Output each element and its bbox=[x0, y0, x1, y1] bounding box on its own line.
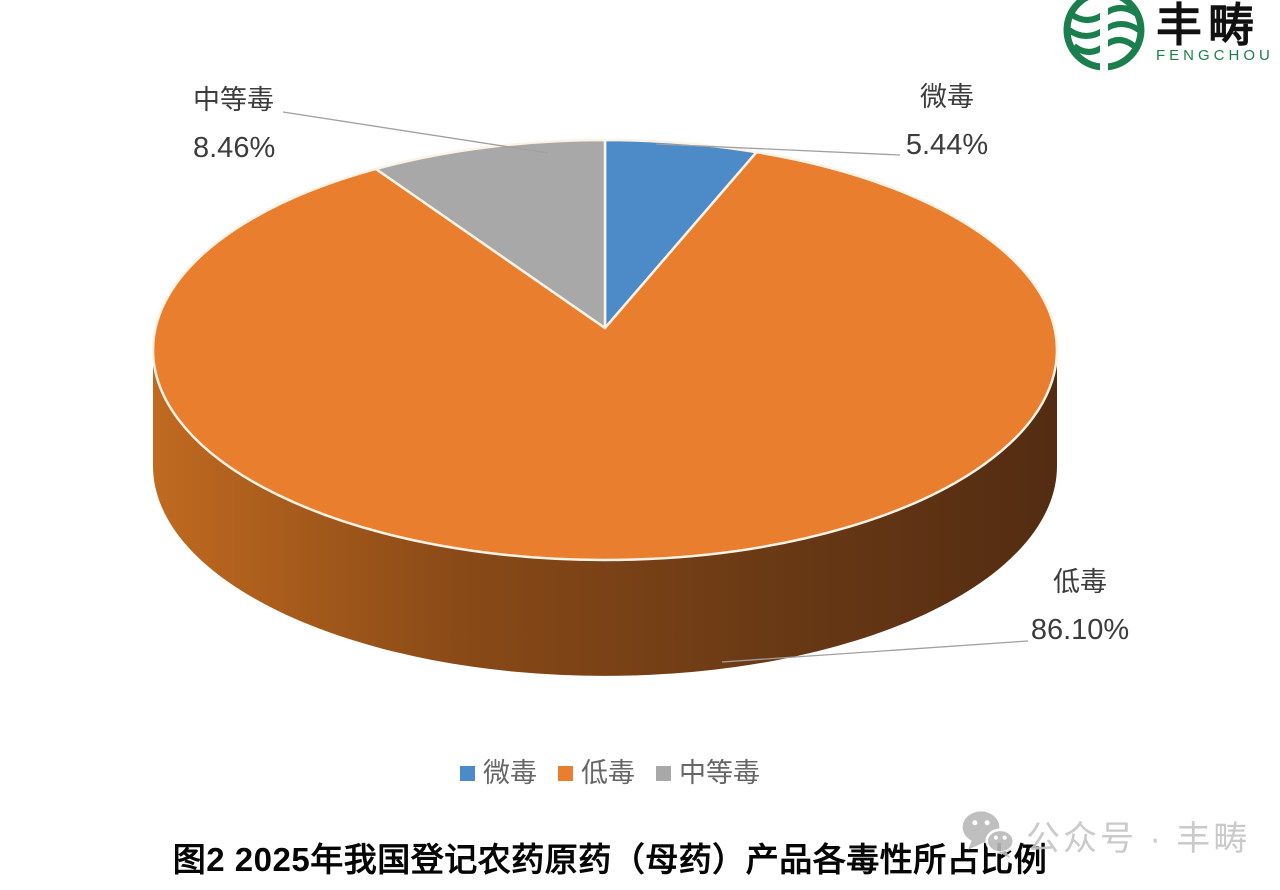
callout-low-toxicity: 低毒 86.10% bbox=[1018, 568, 1142, 645]
wechat-icon bbox=[962, 811, 1016, 859]
pie-slice-1 bbox=[151, 150, 1059, 562]
legend: 微毒 低毒 中等毒 bbox=[0, 758, 1220, 788]
pie-slice-0 bbox=[603, 138, 758, 330]
legend-swatch-moderate bbox=[656, 765, 671, 781]
callout-moderate-label: 中等毒 bbox=[193, 85, 274, 115]
callout-micro-value: 5.44% bbox=[905, 129, 989, 161]
logo-name: 丰畴 bbox=[1156, 0, 1260, 51]
fengchou-logo: 丰畴 FENGCHOU bbox=[1058, 0, 1274, 80]
legend-item-micro: 微毒 bbox=[460, 758, 537, 788]
leader-moderate bbox=[282, 111, 549, 154]
leader-micro bbox=[655, 143, 901, 156]
watermark: 公众号 · 丰畴 bbox=[960, 808, 1250, 862]
chart-title: 图2 2025年我国登记农药原药（母药）产品各毒性所占比例 bbox=[172, 841, 1048, 878]
watermark-text: 公众号 · 丰畴 bbox=[1026, 819, 1251, 858]
logo-subtitle: FENGCHOU bbox=[1156, 47, 1274, 64]
pie-side-wall bbox=[153, 350, 1057, 676]
legend-label-low: 低毒 bbox=[581, 758, 635, 788]
legend-swatch-low bbox=[558, 765, 573, 781]
fengchou-logo-icon bbox=[1063, 0, 1145, 80]
callout-micro-label: 微毒 bbox=[920, 82, 974, 112]
leader-low bbox=[721, 640, 1029, 663]
pie-slice-2 bbox=[374, 138, 607, 330]
callout-moderate-value: 8.46% bbox=[193, 132, 276, 164]
legend-label-micro: 微毒 bbox=[483, 758, 537, 788]
callout-micro-toxicity: 微毒 5.44% bbox=[885, 83, 1009, 160]
logo-text: 丰畴 FENGCHOU bbox=[1156, 0, 1274, 64]
callout-low-value: 86.10% bbox=[1030, 614, 1130, 646]
callout-low-label: 低毒 bbox=[1053, 567, 1107, 597]
legend-swatch-micro bbox=[460, 765, 475, 781]
callout-moderate-toxicity: 中等毒 8.46% bbox=[193, 86, 275, 163]
legend-item-low: 低毒 bbox=[558, 758, 635, 788]
legend-label-moderate: 中等毒 bbox=[679, 758, 760, 788]
legend-item-moderate: 中等毒 bbox=[656, 758, 760, 788]
